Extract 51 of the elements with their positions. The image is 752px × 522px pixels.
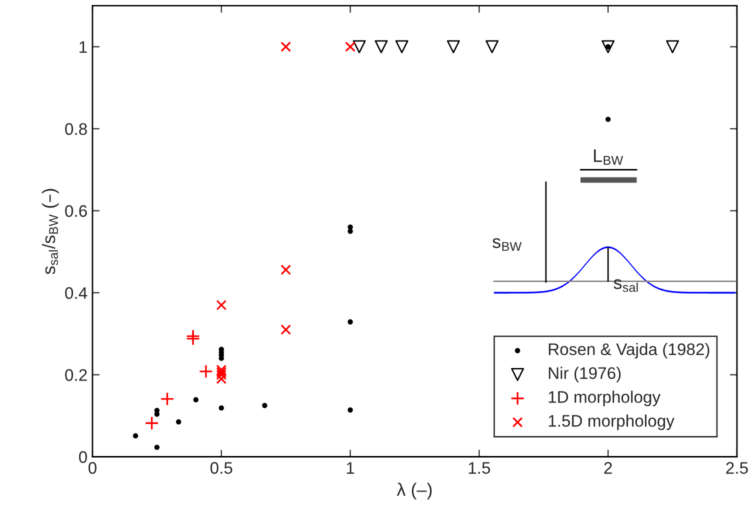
point <box>132 433 138 438</box>
point <box>666 40 680 54</box>
point <box>602 40 615 54</box>
point <box>154 444 160 450</box>
legend-label: 1D morphology <box>548 390 661 406</box>
y-axis-title: s$_{sal}$/s$_{BW}$ (–) <box>42 188 59 274</box>
x-tick-label: 1 <box>346 462 354 474</box>
x-tick-label: 1.5 <box>468 462 490 474</box>
point <box>345 42 356 52</box>
point <box>395 40 408 54</box>
point <box>348 407 353 413</box>
point <box>348 319 353 324</box>
x-tick-label: 2.5 <box>726 462 748 474</box>
point <box>605 116 611 122</box>
point <box>160 392 174 406</box>
legend-label: Rosen & Vajda (1982) <box>548 342 710 358</box>
annotation: s$_{BW}$ <box>492 238 522 251</box>
point <box>186 329 200 344</box>
point <box>218 405 224 411</box>
point <box>374 40 388 54</box>
point <box>216 370 227 380</box>
point <box>262 402 268 408</box>
point <box>216 367 227 378</box>
annotation: L$_{BW}$ <box>594 149 624 165</box>
point <box>216 364 227 376</box>
point <box>352 40 366 54</box>
x-axis-title: λ (–) <box>396 482 432 500</box>
legend-label: 1.5D morphology <box>548 414 674 430</box>
y-tick-label: 1 <box>80 41 87 53</box>
y-tick-label: 0.6 <box>65 205 87 217</box>
point <box>144 416 159 430</box>
annotation: s$_{sal}$ <box>614 279 638 292</box>
point <box>176 419 182 424</box>
point <box>280 264 292 276</box>
point <box>198 364 213 379</box>
point <box>193 397 198 402</box>
point <box>280 324 292 335</box>
point <box>446 40 460 54</box>
y-tick-label: 0.4 <box>65 287 88 299</box>
y-tick-label: 0.8 <box>65 123 87 135</box>
point <box>486 40 499 54</box>
point <box>216 374 227 384</box>
x-tick-label: 0.5 <box>210 462 232 474</box>
point <box>280 42 292 52</box>
y-tick-label: 0.2 <box>65 369 87 381</box>
y-tick-label: 0 <box>79 451 87 463</box>
point <box>216 300 227 310</box>
legend-label: Nir (1976) <box>548 366 621 382</box>
x-tick-label: 2 <box>604 462 612 474</box>
point <box>348 224 353 230</box>
x-tick-label: 0 <box>88 462 96 474</box>
